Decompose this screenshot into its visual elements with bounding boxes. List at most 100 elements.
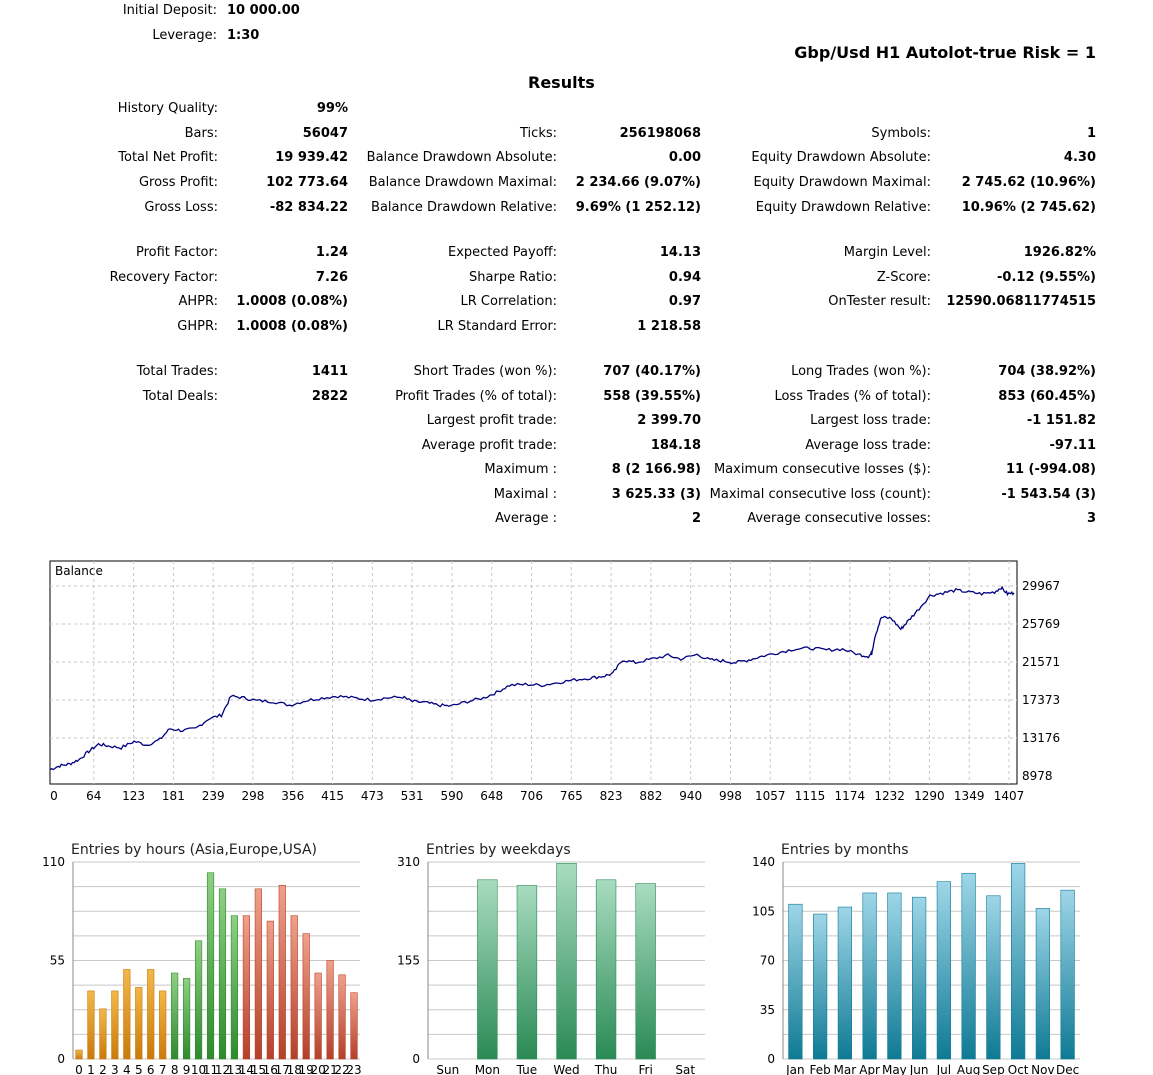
balance-x-tick: 998	[719, 789, 742, 803]
col3-value: 3	[1086, 511, 1096, 526]
weekdays-chart-bar	[595, 879, 617, 1060]
balance-x-tick: 590	[440, 789, 463, 803]
balance-x-tick: 1057	[755, 789, 786, 803]
balance-x-tick: 356	[281, 789, 304, 803]
months-chart-bar	[788, 903, 803, 1060]
hours-chart-x-tick: 21	[322, 1063, 337, 1075]
months-chart-title: Entries by months	[781, 842, 909, 858]
col3-value: -1 151.82	[1026, 413, 1096, 428]
col2-label: Balance Drawdown Relative:	[371, 200, 557, 215]
col2-value: 707 (40.17%)	[603, 364, 701, 379]
col3-label: Maximum consecutive losses ($):	[713, 462, 931, 477]
months-chart-bar	[1011, 863, 1026, 1060]
col3-value: 1926.82%	[1023, 245, 1096, 260]
balance-x-tick: 415	[321, 789, 344, 803]
weekdays-chart-title: Entries by weekdays	[426, 842, 571, 858]
hours-chart-bar	[111, 990, 119, 1060]
col1-label: Gross Profit:	[138, 175, 218, 190]
col3-value: 1	[1086, 126, 1096, 141]
col2-value: 9.69% (1 252.12)	[575, 200, 701, 215]
hours-chart-x-tick: 17	[275, 1063, 290, 1075]
col3-value: 2 745.62 (10.96%)	[961, 175, 1096, 190]
weekdays-chart-bar	[516, 885, 538, 1060]
col2-label: Sharpe Ratio:	[469, 270, 557, 285]
hours-chart-x-tick: 16	[263, 1063, 278, 1075]
hours-chart-x-tick: 15	[251, 1063, 266, 1075]
balance-x-tick: 882	[639, 789, 662, 803]
col2-value: 14.13	[659, 245, 701, 260]
col3-value: -1 543.54 (3)	[1001, 487, 1096, 502]
hours-chart-x-tick: 1	[87, 1063, 95, 1075]
col2-label: Largest profit trade:	[426, 413, 557, 428]
weekdays-chart-x-tick: Sun	[436, 1063, 459, 1075]
hours-chart-y-tick: 110	[42, 855, 65, 869]
hours-chart-x-tick: 20	[311, 1063, 326, 1075]
col1-value: 1.24	[315, 245, 348, 260]
hours-chart-x-tick: 3	[111, 1063, 119, 1075]
hours-chart-x-tick: 5	[135, 1063, 143, 1075]
hours-chart-bar	[302, 933, 310, 1060]
col1-label: Total Trades:	[136, 364, 218, 379]
col2-label: Average :	[495, 511, 557, 526]
hours-chart-bar	[230, 915, 239, 1060]
weekdays-chart-x-tick: Sat	[675, 1063, 695, 1075]
balance-x-tick: 1115	[795, 789, 826, 803]
months-chart-bar	[936, 881, 951, 1060]
col3-value: 12590.06811774515	[946, 294, 1096, 309]
months-chart-x-tick: May	[882, 1063, 907, 1075]
col2-value: 558 (39.55%)	[603, 389, 701, 404]
balance-y-tick: 21571	[1022, 655, 1060, 669]
balance-x-tick: 123	[122, 789, 145, 803]
hours-chart-x-tick: 23	[346, 1063, 361, 1075]
col2-label: Short Trades (won %):	[413, 364, 557, 379]
balance-x-tick: 1290	[914, 789, 945, 803]
months-chart-x-tick: Sep	[982, 1063, 1005, 1075]
months-chart-x-tick: Jan	[785, 1063, 805, 1075]
col2-label: Average profit trade:	[421, 438, 557, 453]
col3-label: Maximal consecutive loss (count):	[709, 487, 931, 502]
col2-label: Maximum :	[484, 462, 557, 477]
weekdays-chart-y-tick: 0	[412, 1052, 420, 1066]
hours-chart-x-tick: 8	[171, 1063, 179, 1075]
balance-x-tick: 706	[520, 789, 543, 803]
weekdays-chart-bar	[477, 879, 498, 1060]
hours-chart-bar	[338, 974, 346, 1060]
hours-chart: Entries by hours (Asia,Europe,USA)110550…	[42, 842, 362, 1075]
hours-chart-bar	[254, 888, 262, 1060]
weekdays-chart-bar	[556, 862, 577, 1060]
col3-value: 10.96% (2 745.62)	[961, 200, 1096, 215]
balance-x-tick: 239	[202, 789, 225, 803]
col2-value: 3 625.33 (3)	[611, 487, 701, 502]
col3-label: Loss Trades (% of total):	[774, 389, 931, 404]
weekdays-chart-x-tick: Thu	[594, 1063, 618, 1075]
col1-value: 102 773.64	[266, 175, 348, 190]
months-chart-y-tick: 35	[760, 1003, 775, 1017]
col3-label: Average consecutive losses:	[747, 511, 931, 526]
weekdays-chart-x-tick: Tue	[516, 1063, 538, 1075]
balance-chart: Balance 29967 25769 21571 17373 13176 8978 0 64 1…	[49, 560, 1060, 803]
months-chart-x-tick: Mar	[834, 1063, 857, 1075]
col2-value: 256198068	[619, 126, 701, 141]
hours-chart-y-tick: 0	[57, 1052, 65, 1066]
months-chart-x-tick: Aug	[957, 1063, 980, 1075]
hours-chart-x-tick: 18	[287, 1063, 302, 1075]
leverage-value: 1:30	[227, 28, 260, 43]
months-chart-bar	[887, 892, 902, 1060]
balance-x-tick: 181	[162, 789, 185, 803]
hours-chart-bar	[99, 1008, 107, 1060]
col2-value: 2 399.70	[637, 413, 701, 428]
months-chart-x-tick: Nov	[1031, 1063, 1054, 1075]
balance-x-tick: 1174	[835, 789, 866, 803]
col1-label: GHPR:	[177, 319, 218, 334]
hours-chart-bar	[135, 987, 143, 1060]
hours-chart-bar	[123, 969, 131, 1060]
balance-y-tick: 25769	[1022, 617, 1060, 631]
col1-label: History Quality:	[117, 101, 218, 116]
months-chart-y-tick: 70	[760, 954, 775, 968]
col2-label: Balance Drawdown Absolute:	[366, 150, 557, 165]
weekdays-chart: Entries by weekdays 310 155 0 Sun Mon Tue Wed Th…	[397, 842, 705, 1075]
col2-label: Maximal :	[493, 487, 557, 502]
deposit-label: Initial Deposit:	[122, 3, 217, 18]
col3-value: 704 (38.92%)	[998, 364, 1096, 379]
balance-line	[49, 585, 1015, 771]
